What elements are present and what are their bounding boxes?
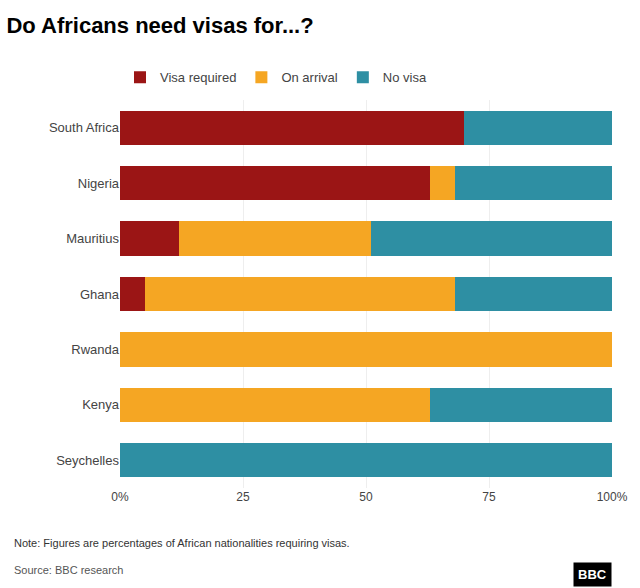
svg-text:Kenya: Kenya <box>82 397 120 412</box>
svg-text:Note: Figures are percentages: Note: Figures are percentages of African… <box>14 537 350 549</box>
svg-text:50: 50 <box>359 490 373 504</box>
svg-text:Seychelles: Seychelles <box>56 453 119 468</box>
svg-text:0%: 0% <box>111 490 129 504</box>
svg-text:100%: 100% <box>597 490 628 504</box>
svg-text:Nigeria: Nigeria <box>78 176 120 191</box>
svg-text:Visa required: Visa required <box>160 70 236 85</box>
svg-text:75: 75 <box>482 490 496 504</box>
svg-text:25: 25 <box>236 490 250 504</box>
svg-text:Source: BBC research: Source: BBC research <box>14 564 123 576</box>
svg-text:No visa: No visa <box>383 70 427 85</box>
svg-text:Mauritius: Mauritius <box>66 231 119 246</box>
svg-text:On arrival: On arrival <box>281 70 337 85</box>
svg-text:Rwanda: Rwanda <box>71 342 119 357</box>
svg-text:BBC: BBC <box>578 567 607 582</box>
svg-text:Ghana: Ghana <box>80 287 120 302</box>
svg-text:South Africa: South Africa <box>49 120 120 135</box>
svg-text:Do Africans need visas for...?: Do Africans need visas for...? <box>6 13 313 38</box>
